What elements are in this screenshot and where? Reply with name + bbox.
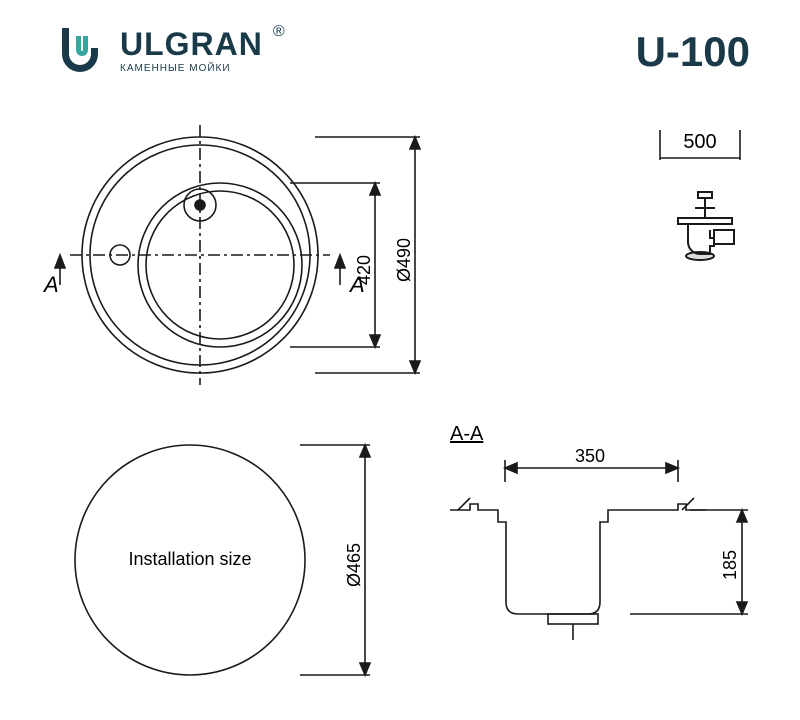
top-view-drawing: A A 420 Ø490 (30, 110, 450, 400)
section-label-a-left: A (42, 272, 59, 297)
brand-header: ULGRAN КАМЕННЫЕ МОЙКИ ® (50, 20, 285, 80)
ulgran-logo-icon (50, 20, 110, 80)
section-view-drawing: A-A 350 185 (430, 420, 770, 680)
section-label-aa: A-A (450, 423, 484, 445)
brand-name: ULGRAN (120, 26, 263, 63)
brand-subtitle: КАМЕННЫЕ МОЙКИ (120, 63, 263, 74)
dim-490: Ø490 (394, 238, 414, 282)
installation-label: Installation size (128, 549, 251, 569)
siphon-icon (670, 190, 750, 280)
dim-185: 185 (720, 550, 740, 580)
model-code: U-100 (636, 28, 750, 76)
cabinet-width-dim: 500 (640, 120, 760, 170)
dim-465: Ø465 (344, 543, 364, 587)
installation-view-drawing: Installation size Ø465 (30, 420, 410, 700)
brand-text: ULGRAN КАМЕННЫЕ МОЙКИ (120, 26, 263, 74)
registered-mark: ® (273, 23, 285, 41)
dim-420: 420 (354, 255, 374, 285)
cabinet-width-value: 500 (683, 131, 716, 153)
dim-350: 350 (575, 446, 605, 466)
